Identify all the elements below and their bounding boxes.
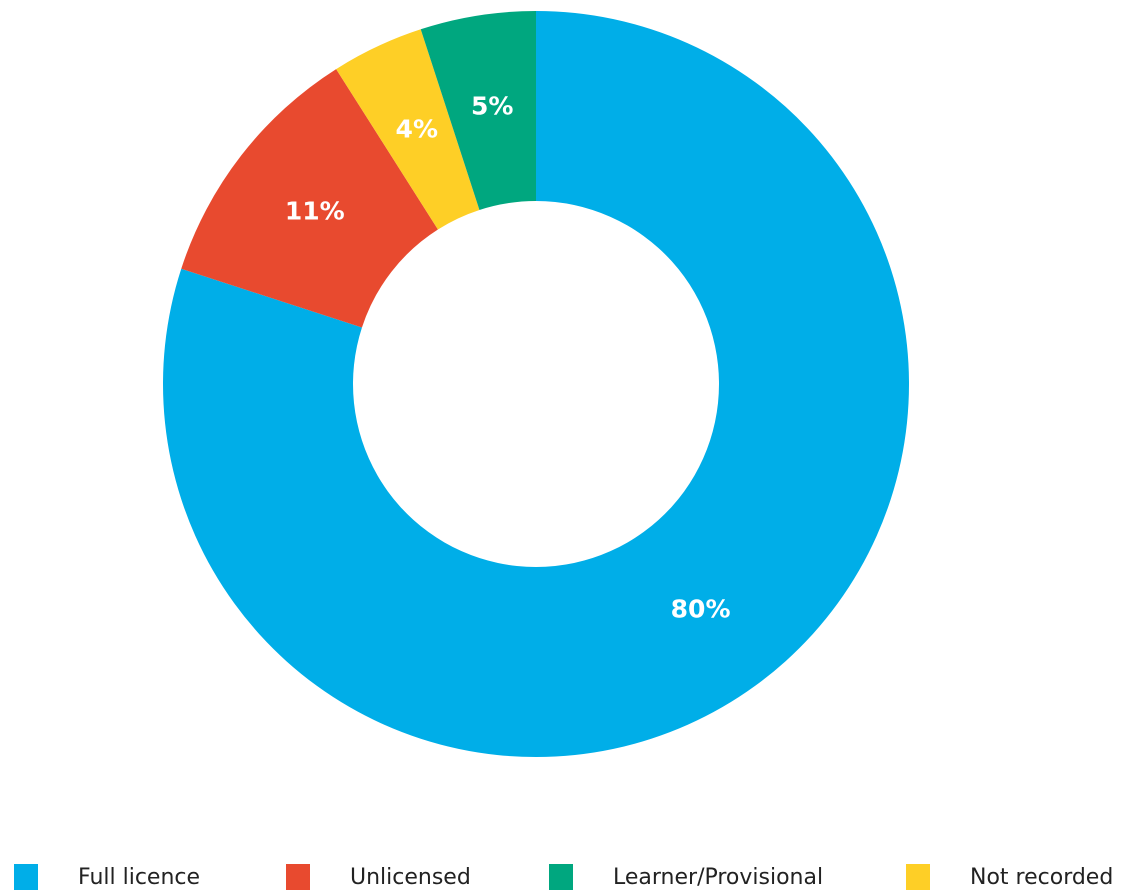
donut-slice [420,11,536,210]
legend-swatch [906,864,930,890]
legend-label: Unlicensed [350,865,471,890]
slice-label: 80% [671,595,731,624]
legend-label: Learner/Provisional [613,865,823,890]
slice-label: 5% [471,91,513,120]
donut-slice [181,69,438,328]
legend-label: Full licence [78,865,200,890]
donut-slice [336,29,480,230]
legend-swatch [286,864,310,890]
legend-label: Not recorded [970,865,1113,890]
legend-swatch [14,864,38,890]
legend-swatch [549,864,573,890]
donut-slice [163,11,910,758]
slice-label: 4% [396,115,438,144]
slice-label: 11% [285,196,345,225]
